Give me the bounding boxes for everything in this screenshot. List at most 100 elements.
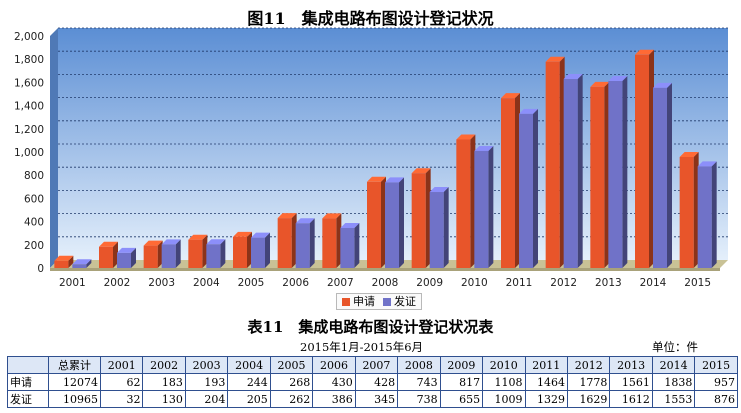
bar-top-grant xyxy=(385,177,404,183)
bar-top-apply xyxy=(501,93,520,99)
bar-grant-2005 xyxy=(251,237,265,268)
table-header-cell: 2013 xyxy=(609,356,653,374)
x-tick-label: 2002 xyxy=(104,277,131,289)
bar-top-apply xyxy=(545,56,565,62)
bar-top-apply xyxy=(188,234,208,240)
bar-grant-2015 xyxy=(697,166,712,268)
bar-grant-2007 xyxy=(340,227,355,268)
bar-apply-2004 xyxy=(188,239,203,268)
bar-side-grant xyxy=(533,108,538,268)
bar-side-apply xyxy=(247,231,252,268)
bar-apply-2015 xyxy=(679,156,694,268)
table-header-corner xyxy=(7,356,49,374)
table-header-cell: 总累计 xyxy=(48,356,101,374)
data-table: 总累计 2001 2002 2003 2004 2005 2006 2007 2008 2009 2… xyxy=(7,356,738,408)
table-cell: 1329 xyxy=(524,390,568,408)
bar-grant-2011 xyxy=(519,113,533,268)
bar-top-apply xyxy=(456,134,476,140)
table-header-cell: 2003 xyxy=(184,356,229,374)
bar-apply-2010 xyxy=(456,139,471,268)
bar-top-grant xyxy=(653,82,672,88)
period-label: 2015年1月-2015年6月 xyxy=(300,340,424,354)
y-tick-label: 2,000 xyxy=(14,31,44,43)
table-cell: 876 xyxy=(694,390,738,408)
bar-top-grant xyxy=(295,218,315,224)
bar-grant-2012 xyxy=(563,79,578,268)
y-tick-label: 400 xyxy=(24,217,44,229)
bar-top-grant xyxy=(251,232,270,238)
bar-top-grant xyxy=(608,76,628,82)
table-header-row: 总累计 2001 2002 2003 2004 2005 2006 2007 2008 2009 2… xyxy=(7,356,738,374)
table-header-cell: 2005 xyxy=(269,356,314,374)
bar-top-grant xyxy=(340,222,360,228)
table-cell: 428 xyxy=(354,373,399,391)
table-cell: 957 xyxy=(694,373,738,391)
unit-label: 单位：件 xyxy=(652,340,698,354)
bar-side-grant xyxy=(220,239,226,268)
table-header-cell: 2004 xyxy=(227,356,271,374)
chart-legend: 申请 发证 xyxy=(336,293,422,310)
table-cell: 1629 xyxy=(566,390,611,408)
table-cell: 817 xyxy=(439,373,484,391)
table-cell: 10965 xyxy=(48,390,101,408)
bar-side-grant xyxy=(309,218,315,268)
table-cell: 268 xyxy=(269,373,314,391)
table-cell: 1612 xyxy=(609,390,653,408)
table-header-cell: 2012 xyxy=(566,356,611,374)
table-cell: 1561 xyxy=(609,373,653,391)
bar-top-grant xyxy=(206,239,226,245)
bar-top-grant xyxy=(519,108,538,114)
table-cell: 32 xyxy=(99,390,144,408)
y-tick-label: 200 xyxy=(24,240,44,252)
table-cell: 345 xyxy=(354,390,399,408)
y-tick-label: 0 xyxy=(37,263,44,275)
bar-top-grant xyxy=(563,74,583,80)
bar-side-grant xyxy=(622,76,628,268)
table-cell: 1838 xyxy=(651,373,696,391)
bar-side-grant xyxy=(711,161,717,268)
x-tick-label: 2011 xyxy=(506,277,533,289)
bar-top-apply xyxy=(99,241,118,247)
bar-side-apply xyxy=(381,176,386,268)
bar-apply-2013 xyxy=(590,86,605,268)
bar-side-grant xyxy=(265,232,270,268)
bar-side-apply xyxy=(470,134,476,268)
x-tick-label: 2006 xyxy=(282,277,309,289)
bar-apply-2006 xyxy=(277,218,292,268)
table-cell: 655 xyxy=(439,390,484,408)
bar-side-grant xyxy=(488,145,494,268)
bar-side-apply xyxy=(559,56,565,268)
table-cell: 743 xyxy=(397,373,441,391)
bar-side-apply xyxy=(113,241,118,268)
x-tick-label: 2014 xyxy=(640,277,667,289)
bar-top-apply xyxy=(143,240,163,246)
bar-side-grant xyxy=(667,82,672,268)
table-cell: 1553 xyxy=(651,390,696,408)
bar-side-grant xyxy=(175,239,181,268)
bar-top-apply xyxy=(367,176,386,182)
bar-side-grant xyxy=(577,74,583,268)
table-cell: 1778 xyxy=(566,373,611,391)
table-header-cell: 2001 xyxy=(99,356,144,374)
bar-apply-2005 xyxy=(233,236,247,268)
x-tick-label: 2015 xyxy=(684,277,711,289)
bar-side-grant xyxy=(443,187,449,268)
table-header-cell: 2014 xyxy=(651,356,696,374)
bar-side-apply xyxy=(68,255,74,268)
table-header-cell: 2009 xyxy=(439,356,484,374)
x-tick-label: 2003 xyxy=(148,277,175,289)
table-cell: 244 xyxy=(227,373,271,391)
bar-top-apply xyxy=(635,49,654,55)
x-tick-label: 2008 xyxy=(372,277,399,289)
bar-side-grant xyxy=(399,177,404,268)
legend-swatch-apply xyxy=(342,297,350,306)
table-cell: 62 xyxy=(99,373,144,391)
y-tick-label: 1,600 xyxy=(14,77,44,89)
bar-top-grant xyxy=(117,247,136,253)
table-header-cell: 2006 xyxy=(312,356,356,374)
bar-side-apply xyxy=(202,234,208,268)
legend-swatch-grant xyxy=(383,297,391,306)
bar-side-apply xyxy=(336,213,342,268)
bar-side-grant xyxy=(86,259,92,268)
y-tick-label: 1,400 xyxy=(14,101,44,113)
